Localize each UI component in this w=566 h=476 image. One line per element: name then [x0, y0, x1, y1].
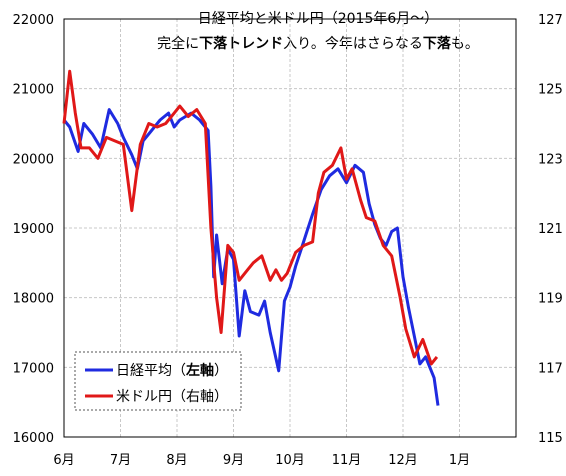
chart-title: 日経平均と米ドル円（2015年6月～） 完全に下落トレンド入り。今年はさらなる下… — [157, 11, 479, 52]
legend-paren: （ — [172, 363, 186, 379]
y-right-tick-label: 127 — [538, 13, 563, 28]
title-part: 完全に — [157, 35, 199, 52]
y-right-tick-label: 125 — [538, 83, 563, 98]
x-tick-label: 10月 — [275, 453, 305, 468]
title-part-bold: 下落 — [423, 35, 452, 52]
legend-series-name: 日経平均 — [116, 363, 172, 379]
x-tick-label: 11月 — [332, 453, 362, 468]
y-right-tick-label: 115 — [538, 431, 563, 446]
legend-axis-note: 右軸 — [186, 389, 214, 405]
legend-box — [74, 351, 242, 411]
x-tick-label: 9月 — [223, 453, 244, 468]
legend-paren: ） — [214, 389, 228, 405]
y-right-tick-label: 121 — [538, 222, 563, 237]
x-tick-label: 7月 — [110, 453, 131, 468]
legend-series-name: 米ドル円 — [116, 389, 172, 405]
y-axis-right-ticks: 115 117 119 121 123 125 127 — [538, 13, 563, 446]
y-left-tick-label: 19000 — [13, 222, 54, 237]
legend: 日経平均（左軸） 米ドル円（右軸） — [74, 351, 242, 411]
legend-label-usdjpy: 米ドル円（右軸） — [116, 389, 228, 405]
legend-paren: （ — [172, 389, 186, 405]
y-left-tick-label: 18000 — [13, 292, 54, 307]
y-left-tick-label: 17000 — [13, 361, 54, 376]
y-left-tick-label: 20000 — [13, 152, 54, 167]
series-layer — [62, 69, 440, 406]
plot-frame — [63, 18, 517, 438]
x-tick-label: 1月 — [449, 453, 470, 468]
legend-axis-note: 左軸 — [185, 362, 214, 379]
series-line-usdjpy — [62, 69, 439, 366]
y-left-tick-label: 21000 — [13, 83, 54, 98]
title-part: 入り。今年はさらなる — [283, 36, 423, 52]
title-part: も。 — [451, 36, 479, 52]
y-right-tick-label: 123 — [538, 152, 563, 167]
title-part-bold: 下落トレンド — [199, 35, 283, 52]
y-right-tick-label: 119 — [538, 292, 563, 307]
x-tick-label: 6月 — [53, 453, 74, 468]
legend-paren: ） — [214, 363, 228, 379]
x-tick-label: 12月 — [388, 453, 418, 468]
x-axis-ticks: 6月 7月 8月 9月 10月 11月 12月 1月 — [53, 453, 470, 468]
x-tick-label: 8月 — [166, 453, 187, 468]
grid — [64, 19, 516, 437]
legend-label-nikkei: 日経平均（左軸） — [116, 362, 228, 379]
y-right-tick-label: 117 — [538, 361, 563, 376]
title-line-2: 完全に下落トレンド入り。今年はさらなる下落も。 — [157, 35, 479, 52]
y-left-tick-label: 16000 — [13, 431, 54, 446]
y-axis-left-ticks: 16000 17000 18000 19000 20000 21000 22000 — [13, 13, 54, 446]
y-left-tick-label: 22000 — [13, 13, 54, 28]
